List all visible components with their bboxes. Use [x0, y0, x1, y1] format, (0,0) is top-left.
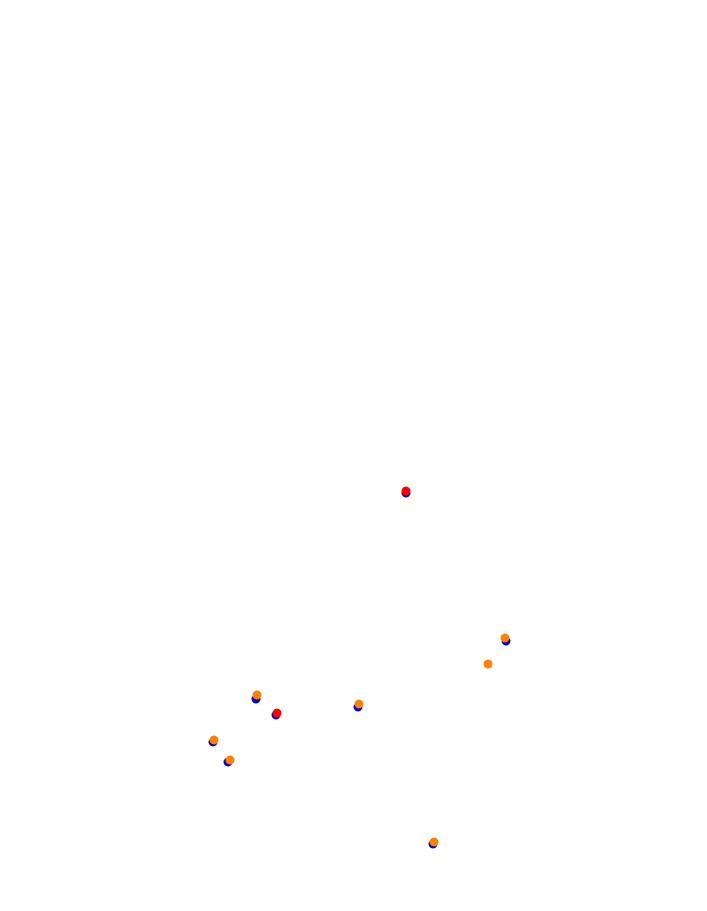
scatter-point-s1-p1 — [272, 708, 282, 718]
scatter-point-s1-p0 — [401, 486, 411, 496]
scatter-point-s2-p5 — [225, 755, 235, 765]
scatter-point-s2-p4 — [209, 735, 219, 745]
scatter-point-s2-p0 — [500, 633, 510, 643]
scatter-point-s2-p1 — [483, 659, 493, 669]
scatter-point-s2-p2 — [252, 690, 262, 700]
scatter-point-s2-p3 — [354, 699, 364, 709]
scatter-point-s2-p6 — [429, 837, 439, 847]
points-layer — [208, 486, 511, 849]
